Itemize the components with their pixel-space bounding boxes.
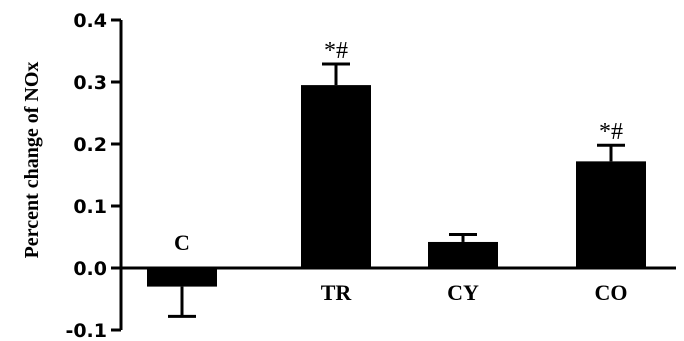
y-tick-label: 0.3 — [73, 72, 107, 94]
y-tick-label: 0.4 — [73, 10, 107, 32]
x-axis: C TR CY CO — [121, 230, 676, 305]
y-tick-label: -0.1 — [65, 320, 107, 341]
significance-annotation: *# — [324, 38, 348, 64]
bars: *# *# — [147, 38, 646, 318]
y-axis-title: Percent change of NOx — [21, 62, 43, 259]
significance-annotation: *# — [599, 119, 623, 145]
bar — [301, 85, 371, 268]
y-tick-label: 0.1 — [73, 196, 107, 218]
category-label: CY — [447, 280, 479, 305]
category-label: CO — [595, 280, 628, 305]
y-tick-label: 0.0 — [73, 258, 107, 280]
y-axis: -0.1 0.0 0.1 0.2 0.3 0.4 — [65, 10, 123, 341]
y-tick-label: 0.2 — [73, 134, 107, 156]
category-label: TR — [321, 280, 353, 305]
bar — [428, 241, 498, 268]
bar — [147, 268, 217, 287]
bar — [576, 161, 646, 268]
category-label: C — [174, 230, 190, 255]
